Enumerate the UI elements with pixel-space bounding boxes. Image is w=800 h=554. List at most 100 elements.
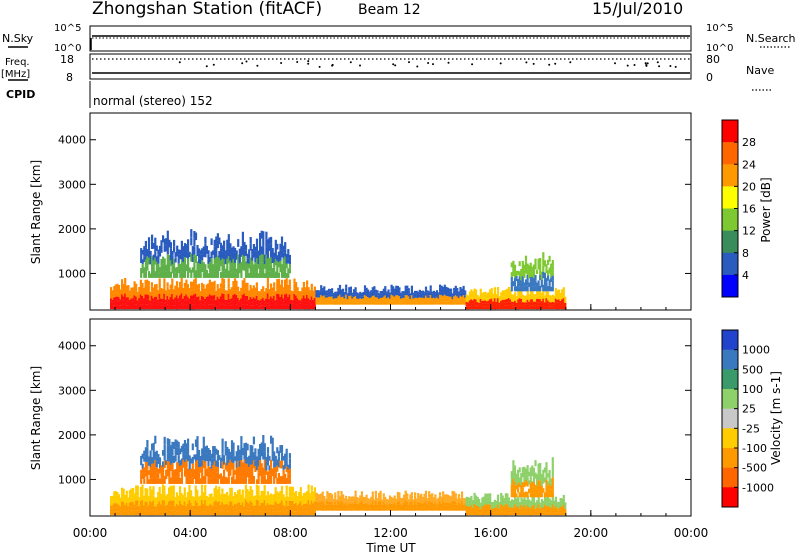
echo-cell bbox=[382, 296, 385, 300]
echo-cell bbox=[141, 268, 144, 274]
echo-cell bbox=[243, 475, 246, 484]
echo-cell bbox=[185, 451, 188, 460]
echo-cell bbox=[135, 296, 138, 301]
echo-cell bbox=[251, 493, 254, 499]
echo-cell bbox=[251, 458, 254, 465]
cpid-label: CPID bbox=[6, 88, 35, 101]
echo-cell bbox=[194, 255, 198, 263]
echo-cell bbox=[403, 293, 406, 296]
echo-cell bbox=[171, 268, 174, 274]
echo-cell bbox=[227, 298, 230, 304]
echo-cell bbox=[363, 508, 367, 511]
echo-cell bbox=[274, 496, 277, 502]
echo-cell bbox=[440, 503, 443, 506]
echo-cell bbox=[301, 511, 304, 516]
echo-cell bbox=[515, 300, 518, 303]
echo-cell bbox=[429, 291, 432, 295]
echo-cell bbox=[445, 494, 448, 497]
echo-cell bbox=[295, 291, 298, 296]
echo-cell bbox=[238, 497, 241, 503]
echo-cell bbox=[445, 301, 448, 305]
echo-cell bbox=[215, 250, 218, 258]
echo-cell bbox=[338, 301, 342, 305]
echo-cell bbox=[324, 498, 327, 501]
echo-cell bbox=[146, 461, 149, 470]
echo-cell bbox=[443, 291, 446, 295]
echo-cell bbox=[529, 281, 532, 287]
echo-cell bbox=[379, 504, 382, 508]
echo-cell bbox=[117, 285, 121, 289]
echo-cell bbox=[367, 508, 370, 511]
echo-cell bbox=[345, 288, 348, 292]
echo-cell bbox=[426, 506, 429, 509]
echo-cell bbox=[193, 304, 196, 310]
echo-cell bbox=[550, 482, 553, 486]
echo-cell bbox=[199, 303, 202, 307]
echo-cell bbox=[157, 507, 160, 512]
echo-cell bbox=[387, 507, 390, 509]
echo-cell bbox=[168, 270, 171, 278]
echo-cell bbox=[532, 299, 536, 302]
echo-cell bbox=[280, 500, 284, 506]
echo-cell bbox=[388, 292, 392, 295]
echo-cell bbox=[154, 271, 157, 278]
echo-cell bbox=[183, 440, 187, 448]
echo-cell bbox=[174, 500, 177, 504]
echo-cell bbox=[320, 285, 323, 289]
echo-cell bbox=[270, 243, 273, 251]
echo-cell bbox=[288, 486, 291, 492]
echo-cell bbox=[548, 504, 551, 507]
echo-cell bbox=[219, 497, 222, 502]
echo-cell bbox=[367, 297, 370, 300]
echo-cell bbox=[146, 284, 149, 290]
echo-cell bbox=[149, 255, 152, 260]
echo-cell bbox=[174, 446, 177, 455]
echo-cell bbox=[161, 499, 164, 505]
echo-cell bbox=[323, 496, 326, 499]
echo-cell bbox=[196, 510, 199, 516]
echo-cell bbox=[255, 286, 258, 292]
echo-cell bbox=[255, 479, 259, 484]
echo-cell bbox=[251, 260, 254, 267]
echo-cell bbox=[146, 454, 149, 462]
echo-cell bbox=[304, 500, 307, 504]
echo-cell bbox=[210, 281, 213, 287]
echo-cell bbox=[221, 258, 224, 265]
echo-cell bbox=[387, 505, 390, 507]
echo-cell bbox=[244, 456, 248, 464]
echo-cell bbox=[493, 301, 496, 306]
echo-cell bbox=[291, 486, 295, 492]
echo-cell bbox=[420, 300, 423, 303]
echo-cell bbox=[399, 504, 403, 507]
echo-cell bbox=[456, 502, 459, 505]
echo-cell bbox=[443, 298, 446, 302]
echo-cell bbox=[293, 492, 296, 497]
echo-cell bbox=[174, 257, 177, 263]
echo-cell bbox=[205, 445, 208, 454]
echo-cell bbox=[213, 252, 216, 259]
echo-cell bbox=[230, 262, 234, 268]
echo-cell bbox=[414, 290, 417, 294]
echo-cell bbox=[396, 301, 399, 305]
echo-cell bbox=[437, 501, 440, 505]
echo-cell bbox=[276, 459, 279, 466]
echo-cell bbox=[396, 495, 399, 499]
echo-cell bbox=[490, 298, 493, 303]
echo-cell bbox=[382, 507, 385, 511]
echo-cell bbox=[125, 285, 128, 290]
echo-cell bbox=[254, 251, 257, 258]
echo-cell bbox=[158, 462, 162, 468]
echo-cell bbox=[163, 278, 166, 284]
echo-cell bbox=[277, 500, 280, 504]
echo-cell bbox=[337, 301, 340, 305]
echo-cell bbox=[340, 292, 343, 295]
echo-cell bbox=[180, 271, 183, 278]
echo-cell bbox=[492, 510, 495, 513]
echo-cell bbox=[562, 501, 565, 505]
echo-cell bbox=[331, 496, 334, 500]
echo-cell bbox=[296, 508, 299, 512]
echo-cell bbox=[144, 447, 147, 455]
echo-cell bbox=[182, 443, 185, 452]
echo-cell bbox=[407, 288, 410, 291]
echo-cell bbox=[367, 294, 370, 297]
